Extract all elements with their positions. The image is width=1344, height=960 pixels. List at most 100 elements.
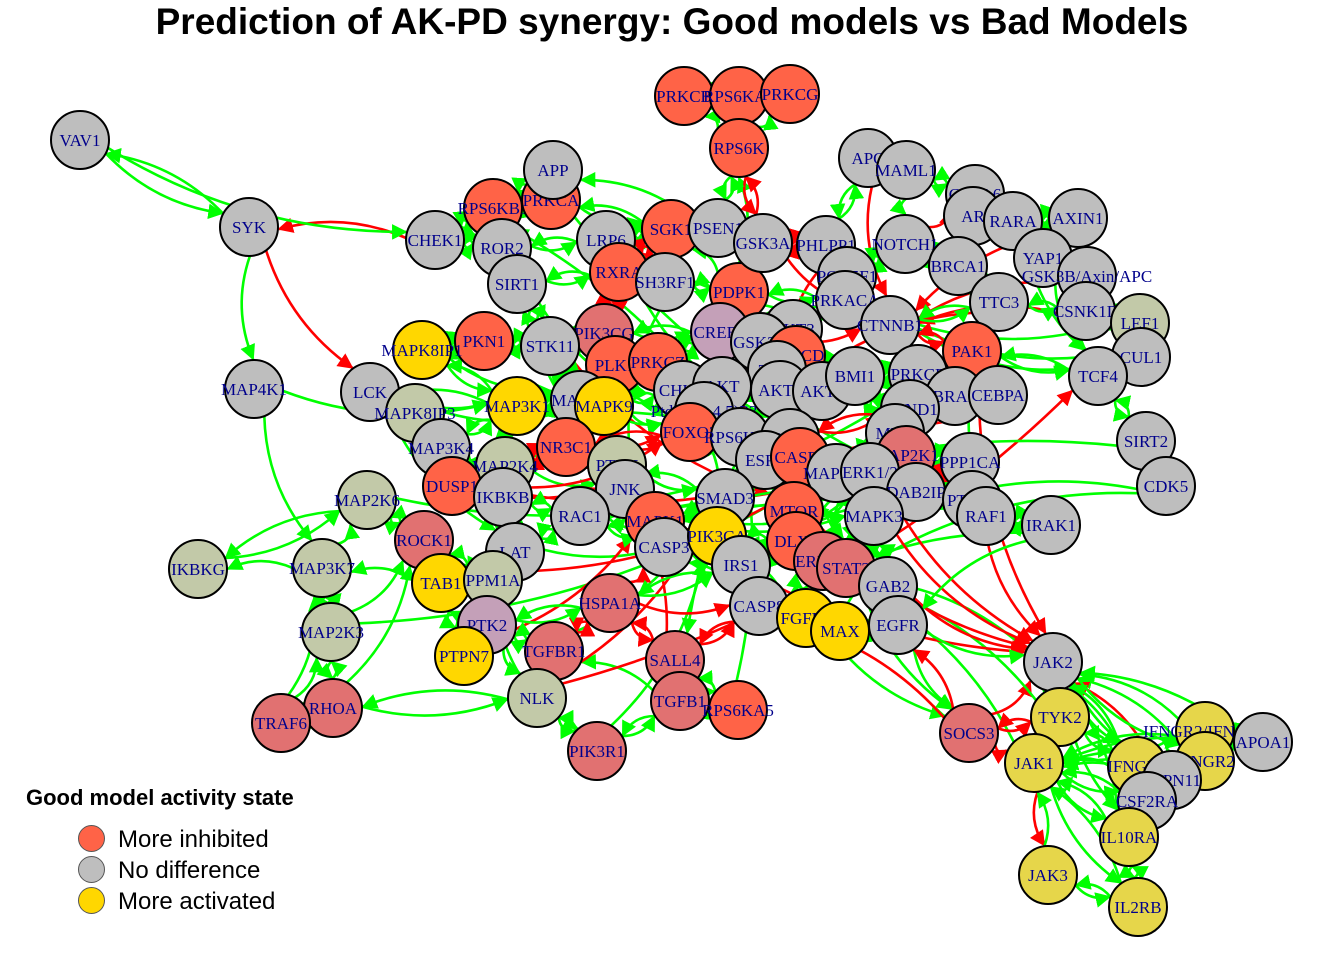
node-label-axin1: AXIN1 bbox=[1053, 209, 1104, 228]
edge-pkn1-to-stk11 bbox=[506, 342, 522, 360]
node-label-gab2: GAB2 bbox=[866, 577, 910, 596]
node-rhoa: RHOA bbox=[303, 678, 363, 738]
node-label-stk11: STK11 bbox=[526, 337, 575, 356]
edge-pdpk1-to-sh3rf1 bbox=[693, 270, 712, 289]
node-axin1: AXIN1 bbox=[1048, 188, 1108, 248]
edge-map2k3-to-rhoa bbox=[316, 660, 334, 680]
edge-tgfbr1-to-ptk2 bbox=[513, 621, 532, 641]
node-label-ctnnb1: CTNNB1 bbox=[857, 316, 923, 335]
node-app: APP bbox=[523, 140, 583, 200]
edge-gata6-to-maml1 bbox=[932, 165, 951, 185]
node-label-map2k3: MAP2K3 bbox=[298, 623, 364, 642]
node-circle-ptpn7 bbox=[434, 626, 494, 686]
node-circle-egfr bbox=[868, 595, 928, 655]
node-label-tgfb1: TGFB1 bbox=[654, 692, 706, 711]
legend-item-inhibited: More inhibited bbox=[26, 825, 294, 856]
node-foxo3: FOXO3 bbox=[660, 402, 720, 462]
edge-rxra-to-sirt1 bbox=[545, 265, 591, 282]
node-label-prkcb: PRKCB bbox=[656, 87, 712, 106]
legend: Good model activity state More inhibited… bbox=[26, 785, 294, 918]
node-circle-il10ra bbox=[1099, 807, 1159, 867]
node-label-irs1: IRS1 bbox=[724, 556, 759, 575]
node-circle-il2rb bbox=[1108, 877, 1168, 937]
edge-sh3rf1-to-pdpk1 bbox=[692, 285, 711, 304]
node-ptpn7: PTPN7 bbox=[434, 626, 494, 686]
node-label-il2rb: IL2RB bbox=[1114, 898, 1161, 917]
node-il10ra: IL10RA bbox=[1099, 807, 1159, 867]
edge-il10ra-to-il2rb bbox=[1118, 863, 1136, 879]
node-rps6k: RPS6K bbox=[709, 118, 769, 178]
node-ttc3: TTC3 bbox=[969, 272, 1029, 332]
legend-title: Good model activity state bbox=[26, 785, 294, 810]
node-ppm1a: PPM1A bbox=[463, 550, 523, 610]
edge-socs3-to-jak1 bbox=[990, 744, 1009, 765]
node-gsk3a: GSK3A bbox=[733, 213, 793, 273]
node-egfr: EGFR bbox=[868, 595, 928, 655]
edge-tgfbr1-to-hspa1a bbox=[575, 620, 596, 637]
node-circle-rps6ka5 bbox=[708, 680, 768, 740]
node-circle-axin1 bbox=[1048, 188, 1108, 248]
node-sh3rf1: SH3RF1 bbox=[635, 252, 695, 312]
node-stk11: STK11 bbox=[520, 316, 580, 376]
node-circle-jak3 bbox=[1018, 845, 1078, 905]
edge-nlk-to-rhoa bbox=[361, 689, 509, 709]
node-circle-pik3r1 bbox=[567, 721, 627, 781]
node-map4k1: MAP4K1 bbox=[221, 359, 287, 419]
node-brca1: BRCA1 bbox=[928, 236, 988, 296]
edge-stk11-to-pkn1 bbox=[512, 327, 528, 345]
node-label-dab2ip: DAB2IP bbox=[886, 483, 946, 502]
edge-ctnnb1-to-ttc3 bbox=[918, 307, 971, 324]
node-label-pak1: PAK1 bbox=[952, 342, 993, 361]
node-label-apoa1: APOA1 bbox=[1236, 733, 1291, 752]
node-label-sirt1: SIRT1 bbox=[495, 275, 539, 294]
edge-jak1-to-jak3 bbox=[1029, 791, 1046, 847]
edge-ifngr2-ifngr1-to-jak1 bbox=[1062, 732, 1177, 759]
node-label-pik3r1: PIK3R1 bbox=[569, 742, 625, 761]
node-casp3: CASP3 bbox=[634, 517, 694, 577]
node-label-il10ra: IL10RA bbox=[1101, 828, 1158, 847]
node-tgfb1: TGFB1 bbox=[650, 671, 710, 731]
node-circle-apoa1 bbox=[1233, 712, 1293, 772]
edge-rac1-to-ikbkb bbox=[530, 490, 553, 510]
node-sirt1: SIRT1 bbox=[487, 254, 547, 314]
node-label-traf6: TRAF6 bbox=[255, 714, 307, 733]
node-circle-map4k1 bbox=[224, 359, 284, 419]
edge-chek1-to-ror2 bbox=[457, 242, 474, 261]
node-sirt2: SIRT2 bbox=[1116, 411, 1176, 471]
node-label-plk1: PLK1 bbox=[595, 356, 636, 375]
edge-rps6k-to-prkcb bbox=[704, 107, 721, 129]
node-label-map3k7: MAP3K7 bbox=[289, 559, 356, 578]
node-label-sgk1: SGK1 bbox=[650, 220, 693, 239]
legend-swatch-inhibited bbox=[78, 825, 105, 852]
edge-jak3-to-jak1 bbox=[1036, 791, 1053, 847]
edge-rps6k-to-psen1 bbox=[712, 174, 733, 201]
edge-syk-to-lck bbox=[264, 250, 354, 369]
node-circle-raf1 bbox=[956, 486, 1016, 546]
edge-prkaca-to-pdpk1 bbox=[767, 281, 817, 299]
edge-jak3-to-il2rb bbox=[1074, 883, 1112, 908]
node-ctnnb1: CTNNB1 bbox=[857, 295, 923, 355]
node-label-map4k1: MAP4K1 bbox=[221, 380, 287, 399]
node-map2k6: MAP2K6 bbox=[334, 470, 400, 530]
edge-map3k1-to-map3k4 bbox=[465, 417, 492, 435]
node-label-nlk: NLK bbox=[520, 689, 556, 708]
edge-mapk9-to-foxo3 bbox=[630, 413, 663, 436]
node-label-ikbkb: IKBKB bbox=[477, 488, 530, 507]
edge-syk-to-map4k1 bbox=[240, 255, 255, 361]
edge-casp8-to-sall4 bbox=[699, 620, 735, 646]
edge-map2k6-to-ikbkg bbox=[224, 509, 341, 559]
node-il2rb: IL2RB bbox=[1108, 877, 1168, 937]
node-prkcg: PRKCG bbox=[760, 64, 820, 124]
edge-rhoa-to-nlk bbox=[361, 697, 509, 717]
edge-raf1-to-irak1 bbox=[1007, 519, 1023, 537]
node-label-map3k1: MAP3K1 bbox=[484, 397, 550, 416]
edge-tab1-to-map3k7 bbox=[350, 560, 413, 581]
node-label-sh3rf1: SH3RF1 bbox=[635, 273, 695, 292]
edge-creb1-to-pik3cg bbox=[632, 319, 692, 334]
node-label-map2k6: MAP2K6 bbox=[334, 491, 400, 510]
edge-socs3-to-tyk2 bbox=[997, 721, 1032, 738]
node-jak2: JAK2 bbox=[1023, 632, 1083, 692]
node-label-ppm1a: PPM1A bbox=[466, 571, 522, 590]
node-rac1: RAC1 bbox=[550, 486, 610, 546]
